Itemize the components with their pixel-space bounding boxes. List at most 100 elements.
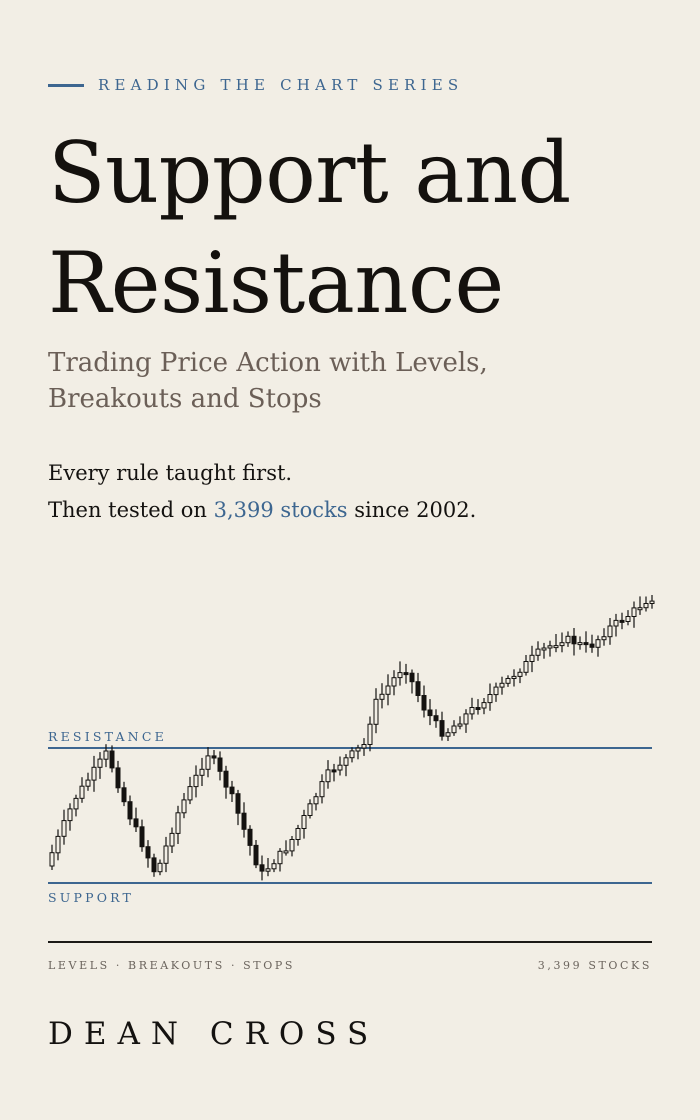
candle-body-88 bbox=[577, 642, 583, 646]
candle-body-19 bbox=[163, 845, 169, 864]
candle-body-9 bbox=[103, 750, 109, 760]
candle-body-13 bbox=[127, 801, 133, 820]
tagline-line-1: Every rule taught first. bbox=[48, 461, 293, 485]
candle-body-96 bbox=[625, 616, 631, 622]
candle-body-50 bbox=[349, 750, 355, 759]
candle-body-7 bbox=[91, 766, 97, 781]
candle-body-79 bbox=[523, 661, 529, 673]
candle-body-12 bbox=[121, 787, 127, 803]
candle-body-81 bbox=[535, 648, 541, 656]
candle-body-53 bbox=[367, 723, 373, 746]
candle-body-39 bbox=[283, 850, 289, 854]
resistance-label: RESISTANCE bbox=[48, 729, 167, 744]
candle-body-74 bbox=[493, 686, 499, 696]
candle-body-67 bbox=[451, 725, 457, 734]
candle-body-95 bbox=[619, 619, 625, 623]
candle-body-80 bbox=[529, 654, 535, 662]
subtitle-line-1: Trading Price Action with Levels, bbox=[48, 348, 488, 378]
tagline-line-2-pre: Then tested on bbox=[48, 498, 214, 522]
candle-body-25 bbox=[199, 768, 205, 776]
candle-body-64 bbox=[433, 715, 439, 722]
candle-body-22 bbox=[181, 799, 187, 814]
title-line-1: Support and bbox=[48, 124, 571, 222]
candle-body-23 bbox=[187, 786, 193, 801]
candle-body-1 bbox=[55, 835, 61, 854]
candle-body-52 bbox=[361, 744, 367, 749]
candle-body-98 bbox=[637, 607, 643, 611]
series-accent-rule bbox=[48, 83, 84, 87]
candle-body-91 bbox=[595, 639, 601, 648]
book-subtitle: Trading Price Action with Levels, Breako… bbox=[48, 345, 668, 417]
candle-body-92 bbox=[601, 636, 607, 641]
candle-body-83 bbox=[547, 645, 553, 649]
candle-body-3 bbox=[67, 808, 73, 822]
support-label: SUPPORT bbox=[48, 890, 135, 905]
candle-body-62 bbox=[421, 695, 427, 711]
candle-body-45 bbox=[319, 781, 325, 798]
candle-body-90 bbox=[589, 643, 595, 648]
candle-body-32 bbox=[241, 812, 247, 830]
candle-body-6 bbox=[85, 779, 91, 787]
candle-body-4 bbox=[73, 797, 79, 810]
candle-body-97 bbox=[631, 607, 637, 618]
candle-body-89 bbox=[583, 642, 589, 646]
candle-body-40 bbox=[289, 839, 295, 852]
candles-group bbox=[49, 595, 655, 881]
footer-topics: LEVELS · BREAKOUTS · STOPS bbox=[48, 959, 295, 972]
author-name: DEAN CROSS bbox=[48, 1016, 380, 1052]
candle-body-16 bbox=[145, 846, 151, 859]
candle-body-77 bbox=[511, 675, 517, 680]
candle-body-35 bbox=[259, 864, 265, 872]
candle-body-70 bbox=[469, 707, 475, 715]
title-line-2: Resistance bbox=[48, 234, 504, 332]
candle-body-44 bbox=[313, 796, 319, 805]
candle-body-21 bbox=[175, 812, 181, 834]
candle-body-37 bbox=[271, 863, 277, 870]
candle-body-60 bbox=[409, 672, 415, 683]
candle-body-18 bbox=[157, 862, 163, 873]
candle-body-94 bbox=[613, 619, 619, 627]
candle-body-100 bbox=[649, 600, 655, 604]
footer-divider bbox=[48, 941, 652, 943]
candle-body-63 bbox=[427, 709, 433, 717]
candle-body-38 bbox=[277, 850, 283, 865]
candle-body-75 bbox=[499, 682, 505, 688]
subtitle-line-2: Breakouts and Stops bbox=[48, 384, 322, 414]
candle-body-84 bbox=[553, 645, 559, 649]
tagline-line-2-post: since 2002. bbox=[347, 498, 477, 522]
candle-body-34 bbox=[253, 844, 259, 866]
candle-body-82 bbox=[541, 647, 547, 651]
candle-body-30 bbox=[229, 786, 235, 795]
candlestick-illustration bbox=[48, 595, 655, 884]
candle-body-33 bbox=[247, 828, 253, 846]
candle-body-49 bbox=[343, 757, 349, 766]
candle-body-15 bbox=[139, 826, 145, 848]
candle-body-68 bbox=[457, 723, 463, 727]
candle-body-0 bbox=[49, 852, 55, 867]
candle-body-11 bbox=[115, 767, 121, 789]
candle-body-29 bbox=[223, 770, 229, 788]
candle-body-72 bbox=[481, 702, 487, 709]
book-title: Support and Resistance bbox=[48, 118, 688, 338]
candle-body-87 bbox=[571, 635, 577, 645]
candle-body-59 bbox=[403, 672, 409, 676]
candle-body-69 bbox=[463, 713, 469, 725]
candle-body-86 bbox=[565, 635, 571, 644]
candle-body-5 bbox=[79, 785, 85, 799]
candle-body-93 bbox=[607, 625, 613, 638]
candle-body-31 bbox=[235, 793, 241, 814]
candle-body-99 bbox=[643, 603, 649, 609]
candle-body-61 bbox=[415, 681, 421, 697]
tagline: Every rule taught first. Then tested on … bbox=[48, 455, 668, 529]
candle-body-55 bbox=[379, 693, 385, 700]
candle-body-85 bbox=[559, 642, 565, 647]
series-label: READING THE CHART SERIES bbox=[98, 76, 464, 94]
candle-body-56 bbox=[385, 685, 391, 695]
tagline-highlight: 3,399 stocks bbox=[213, 498, 348, 522]
footer-stock-count: 3,399 STOCKS bbox=[537, 959, 652, 972]
candle-body-14 bbox=[133, 818, 139, 828]
candle-body-71 bbox=[475, 707, 481, 710]
candle-body-47 bbox=[331, 769, 337, 773]
candle-body-76 bbox=[505, 678, 511, 684]
candle-body-78 bbox=[517, 671, 523, 677]
